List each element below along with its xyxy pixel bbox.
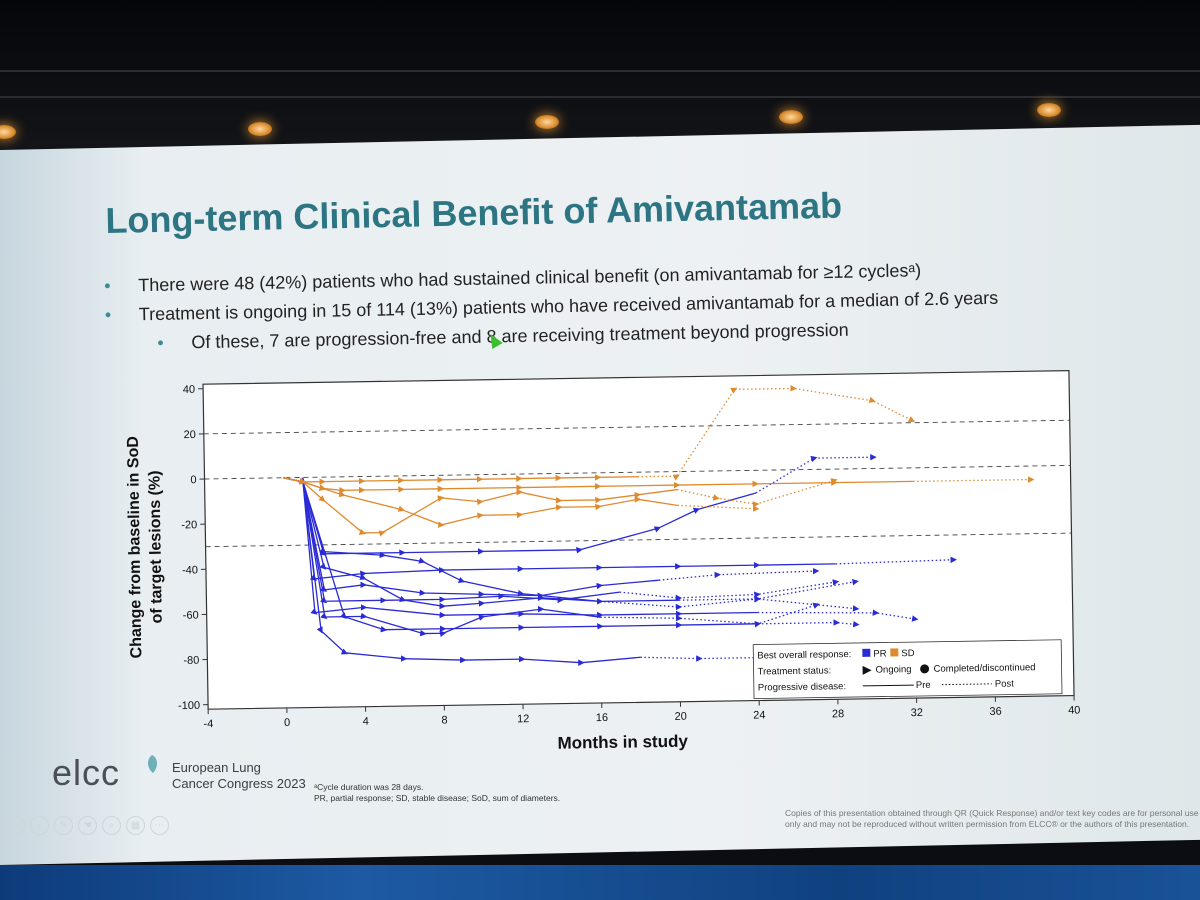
series-post-progression (678, 595, 860, 612)
legend-post-label: Post (995, 679, 1015, 690)
copyright-notice: Copies of this presentation obtained thr… (785, 808, 1200, 830)
congress-name: European Lung Cancer Congress 2023 (172, 760, 306, 792)
legend-pr-swatch-icon (862, 648, 871, 657)
pen-icon[interactable]: ✎ (54, 816, 73, 835)
series-post-progression (677, 504, 760, 512)
legend-pr-label: PR (873, 649, 887, 660)
y-tick-label: 20 (183, 429, 195, 441)
logo-text: elcc (52, 752, 121, 793)
y-tick-label: 0 (190, 474, 196, 486)
x-tick-label: 16 (596, 712, 608, 724)
congress-line1: European Lung (172, 760, 261, 775)
patient-line-14 (283, 477, 760, 528)
reference-line (203, 419, 1070, 435)
copyright-line1: Copies of this presentation obtained thr… (785, 808, 1199, 818)
legend-sd-swatch-icon (890, 648, 899, 657)
y-axis-label-line1: Change from baseline in SoD (125, 436, 145, 659)
legend-ongoing-triangle-icon (862, 665, 872, 675)
more-options-icon[interactable]: ⋯ (150, 816, 169, 835)
bullet-dot-icon: • (104, 275, 111, 296)
x-tick-label: 28 (832, 708, 844, 720)
series-post-progression (637, 384, 916, 481)
next-slide-icon[interactable]: › (30, 816, 49, 835)
stage-floor (0, 865, 1200, 900)
ceiling-truss (0, 96, 1200, 98)
series-post-progression (658, 567, 820, 581)
x-tick-label: 20 (674, 711, 686, 723)
lung-leaf-icon (147, 755, 158, 773)
legend-post-line-icon (941, 683, 992, 686)
series-post-progression (600, 602, 820, 628)
stage-light (779, 110, 803, 124)
series-post-progression (677, 478, 838, 508)
elcc-logo: elcc (52, 752, 158, 794)
y-tick-label: -80 (183, 655, 199, 667)
x-tick-label: -4 (203, 718, 213, 730)
y-tick-label: -60 (183, 610, 199, 622)
x-tick-label: 0 (284, 717, 290, 729)
y-tick-label: 40 (183, 384, 195, 396)
stage-light (1037, 103, 1061, 117)
zoom-icon[interactable]: ⌕ (102, 816, 121, 835)
x-axis-label: Months in study (557, 732, 688, 753)
y-axis-label-line2: of target lesions (%) (146, 470, 165, 623)
legend-response-label: Best overall response: (757, 649, 851, 661)
legend-ongoing-label: Ongoing (876, 664, 912, 676)
x-tick-label: 4 (363, 716, 369, 728)
legend-sd-label: SD (901, 648, 915, 659)
legend-pre-label: Pre (916, 680, 931, 691)
bullet-dot-icon: • (157, 332, 164, 353)
x-tick-label: 12 (517, 713, 529, 725)
slides-overview-icon[interactable]: ▦ (126, 816, 145, 835)
stage-light (535, 115, 559, 129)
y-tick-label: -100 (178, 700, 200, 712)
ceiling-truss (0, 70, 1200, 72)
legend: Best overall response: PR SD Treatment s… (752, 639, 1063, 700)
footnotes: ᵃCycle duration was 28 days. PR, partial… (314, 782, 560, 804)
stage-light (0, 125, 16, 139)
legend-pre-line-icon (862, 684, 914, 687)
copyright-line2: only and may not be reproduced without w… (785, 819, 1190, 829)
patient-series (283, 384, 1035, 667)
stage-light (248, 122, 272, 136)
x-tick-label: 24 (753, 709, 765, 721)
x-tick-label: 36 (989, 706, 1001, 718)
legend-completed-label: Completed/discontinued (934, 662, 1036, 675)
footnote-line1: ᵃCycle duration was 28 days. (314, 782, 424, 792)
legend-status-label: Treatment status: (758, 665, 832, 677)
y-tick-label: -40 (182, 564, 198, 576)
congress-line2: Cancer Congress 2023 (172, 776, 306, 791)
x-tick-label: 40 (1068, 704, 1080, 716)
series-pre-progression (283, 477, 678, 528)
x-tick-label: 32 (911, 707, 923, 719)
series-post-progression (757, 609, 919, 622)
slide-toolbar: ‹ › ✎ ☚ ⌕ ▦ ⋯ (6, 815, 174, 835)
pointer-icon[interactable]: ☚ (78, 816, 97, 835)
legend-completed-dot-icon (920, 664, 930, 674)
footnote-line2: PR, partial response; SD, stable disease… (314, 793, 561, 803)
bullet-dot-icon: • (104, 304, 112, 325)
x-tick-label: 8 (441, 714, 447, 726)
legend-pd-label: Progressive disease: (758, 681, 846, 693)
y-tick-label: -20 (181, 519, 197, 531)
previous-slide-icon[interactable]: ‹ (6, 816, 25, 835)
